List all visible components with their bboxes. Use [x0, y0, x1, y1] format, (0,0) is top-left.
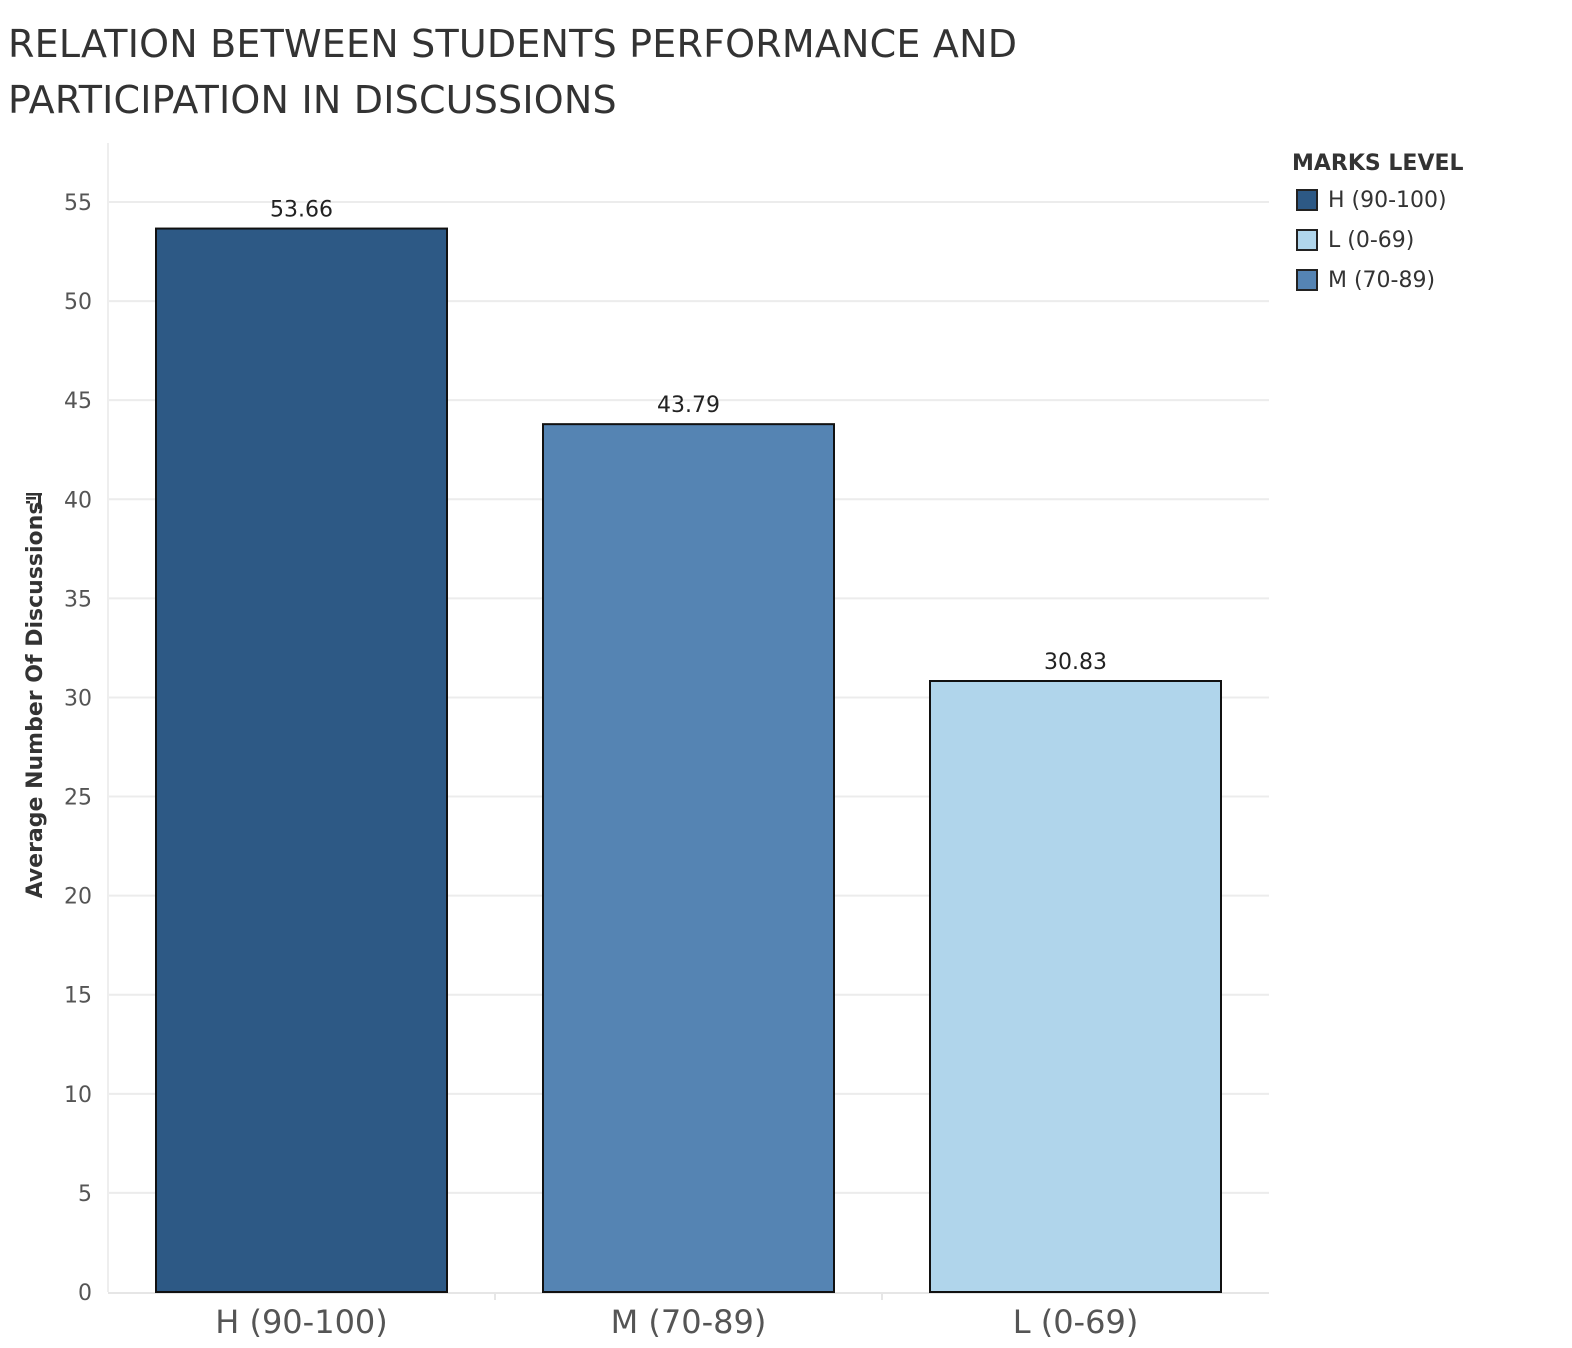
legend-swatch — [1296, 229, 1318, 251]
y-tick-label: 5 — [78, 1182, 92, 1207]
y-tick-label: 40 — [64, 488, 92, 513]
legend-item-label: H (90-100) — [1328, 187, 1447, 213]
y-tick-label: 55 — [64, 191, 92, 216]
bar — [155, 227, 448, 1293]
sort-icon[interactable] — [26, 493, 42, 509]
x-tick-label: H (90-100) — [215, 1303, 388, 1341]
y-axis-label: Average Number Of Discussions — [23, 502, 48, 899]
bar — [929, 680, 1222, 1293]
bars — [155, 227, 1222, 1293]
legend-item[interactable]: M (70-89) — [1292, 260, 1552, 300]
y-tick-label: 15 — [64, 984, 92, 1009]
y-tick-label: 35 — [64, 587, 92, 612]
y-tick-label: 20 — [64, 885, 92, 910]
legend-title: MARKS LEVEL — [1292, 151, 1464, 176]
data-label: 53.66 — [270, 198, 333, 223]
x-tick-label: L (0-69) — [1013, 1303, 1139, 1341]
sort-icon-bar — [26, 501, 30, 504]
legend-item[interactable]: H (90-100) — [1292, 180, 1552, 220]
y-tick-label: 25 — [64, 786, 92, 811]
legend-item[interactable]: L (0-69) — [1292, 220, 1552, 260]
legend-item-label: L (0-69) — [1328, 227, 1415, 253]
chart-title: RELATION BETWEEN STUDENTS PERFORMANCE AN… — [8, 22, 1018, 122]
y-tick-label: 0 — [78, 1281, 92, 1306]
y-axis-ticks: 0 5 10 15 20 25 30 35 40 45 50 55 — [64, 191, 92, 1306]
data-label: 30.83 — [1044, 650, 1107, 675]
bar — [542, 423, 835, 1293]
legend-item-label: M (70-89) — [1328, 267, 1436, 293]
x-tick-label: M (70-89) — [611, 1303, 767, 1341]
legend-swatch — [1296, 189, 1318, 211]
legend: MARKS LEVEL H (90-100) L (0-69) M (70-89… — [1292, 148, 1552, 300]
legend-swatch — [1296, 269, 1318, 291]
data-label: 43.79 — [657, 393, 720, 418]
sort-icon-stem — [38, 493, 41, 509]
data-labels: 53.66 43.79 30.83 — [270, 198, 1107, 675]
y-tick-label: 50 — [64, 290, 92, 315]
x-axis-ticks: H (90-100) M (70-89) L (0-69) — [215, 1292, 1138, 1341]
y-tick-label: 10 — [64, 1083, 92, 1108]
y-tick-label: 45 — [64, 389, 92, 414]
sort-icon-bar — [26, 497, 36, 500]
y-tick-label: 30 — [64, 686, 92, 711]
sort-icon-bar — [26, 493, 42, 496]
